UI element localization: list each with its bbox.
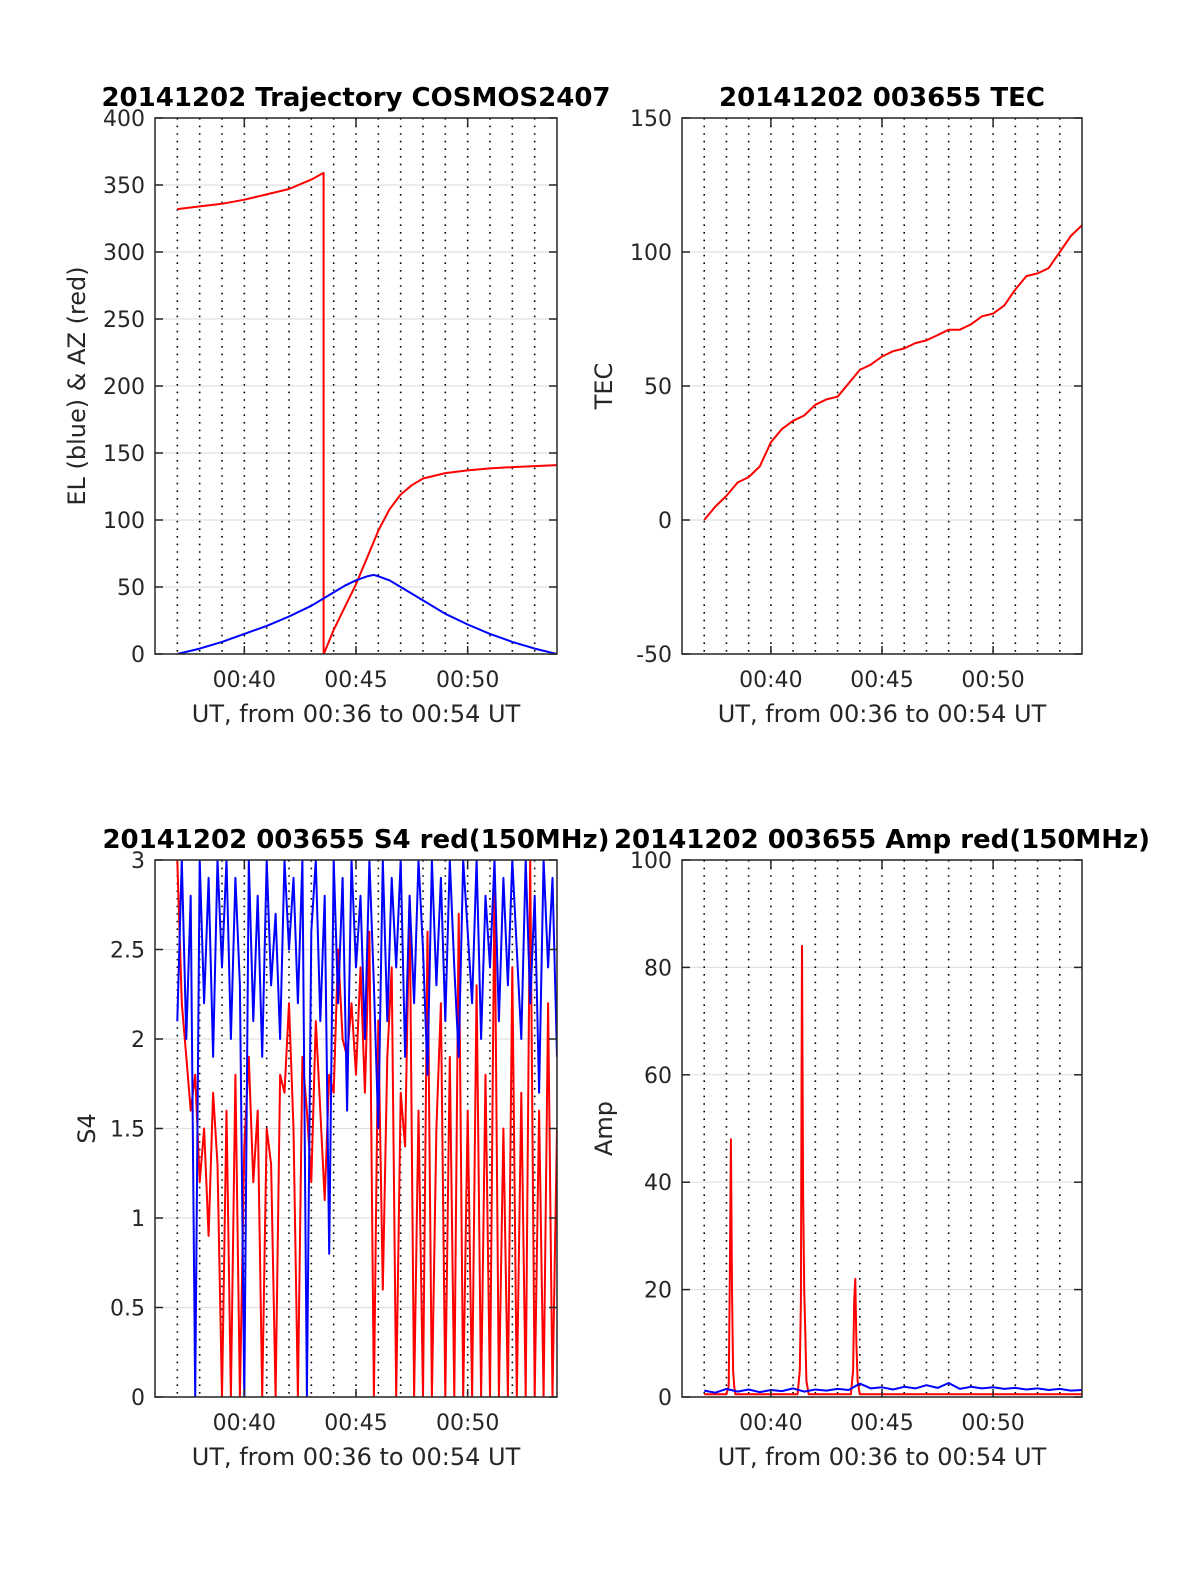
y-tick-label: 1.5 — [110, 1118, 145, 1143]
x-tick-label: 00:50 — [436, 668, 499, 693]
y-axis-label: EL (blue) & AZ (red) — [63, 266, 91, 505]
series-line-1 — [176, 860, 557, 1397]
y-tick-label: 0.5 — [110, 1297, 145, 1322]
y-tick-label: 1 — [131, 1207, 145, 1232]
series-line-2 — [177, 573, 557, 654]
y-axis-label: Amp — [590, 1101, 618, 1156]
x-axis-label: UT, from 00:36 to 00:54 UT — [192, 1443, 521, 1471]
chart-title: 20141202 Trajectory COSMOS2407 — [101, 83, 610, 113]
y-tick-label: 350 — [103, 174, 145, 199]
y-tick-label: 50 — [117, 576, 145, 601]
y-tick-label: 400 — [103, 107, 145, 132]
chart-panel-3: 0 0.5 1 1.5 2 2.5 3 00:40 00:45 00:50 20141202 003… — [73, 825, 610, 1471]
y-axis-label: S4 — [73, 1113, 101, 1144]
y-tick-label: 50 — [644, 375, 672, 400]
y-tick-label: 250 — [103, 308, 145, 333]
y-tick-label: 100 — [630, 849, 672, 874]
chart-title: 20141202 003655 TEC — [719, 83, 1045, 113]
series-line-1 — [177, 171, 557, 654]
series-line-1 — [703, 224, 1082, 521]
y-tick-label: 60 — [644, 1064, 672, 1089]
x-tick-label: 00:50 — [961, 1411, 1024, 1436]
series-line-2 — [704, 1382, 1082, 1394]
y-tick-label: 100 — [630, 241, 672, 266]
chart-panel-2: -50 0 50 100 150 00:40 00:45 00:50 20141202 0036… — [590, 83, 1083, 728]
y-tick-label: 150 — [103, 442, 145, 467]
y-tick-label: 100 — [103, 509, 145, 534]
chart-title: 20141202 003655 Amp red(150MHz) — [614, 825, 1150, 855]
y-tick-label: 2 — [131, 1028, 145, 1053]
y-tick-label: 0 — [131, 643, 145, 668]
x-tick-label: 00:50 — [436, 1411, 499, 1436]
x-tick-label: 00:40 — [213, 1411, 276, 1436]
y-tick-label: 40 — [644, 1171, 672, 1196]
chart-title: 20141202 003655 S4 red(150MHz) — [102, 825, 609, 855]
x-tick-label: 00:45 — [850, 668, 913, 693]
x-tick-label: 00:50 — [961, 668, 1024, 693]
y-tick-label: 200 — [103, 375, 145, 400]
chart-panel-4: 0 20 40 60 80 100 00:40 00:45 00:50 20141202 0036… — [590, 825, 1150, 1471]
x-tick-label: 00:40 — [739, 668, 802, 693]
x-tick-label: 00:40 — [213, 668, 276, 693]
x-tick-label: 00:45 — [324, 668, 387, 693]
x-tick-label: 00:45 — [850, 1411, 913, 1436]
y-tick-label: 0 — [658, 1386, 672, 1411]
x-axis-label: UT, from 00:36 to 00:54 UT — [718, 700, 1047, 728]
y-tick-label: 80 — [644, 956, 672, 981]
y-tick-label: 2.5 — [110, 939, 145, 964]
x-axis-label: UT, from 00:36 to 00:54 UT — [718, 1443, 1047, 1471]
y-axis-label: TEC — [590, 363, 618, 411]
y-tick-label: 0 — [658, 509, 672, 534]
series-line-2 — [176, 860, 557, 1397]
x-axis-label: UT, from 00:36 to 00:54 UT — [192, 700, 521, 728]
chart-panel-1: 0 50 100 150 200 250 300 350 400 00:40 00:45 00:50 2… — [63, 83, 611, 728]
y-tick-label: 150 — [630, 107, 672, 132]
y-tick-label: 3 — [131, 849, 145, 874]
y-tick-label: -50 — [636, 643, 672, 668]
y-tick-label: 300 — [103, 241, 145, 266]
x-tick-label: 00:45 — [324, 1411, 387, 1436]
y-tick-label: 20 — [644, 1279, 672, 1304]
series-line-1 — [704, 944, 1082, 1396]
y-tick-label: 0 — [131, 1386, 145, 1411]
x-tick-label: 00:40 — [739, 1411, 802, 1436]
